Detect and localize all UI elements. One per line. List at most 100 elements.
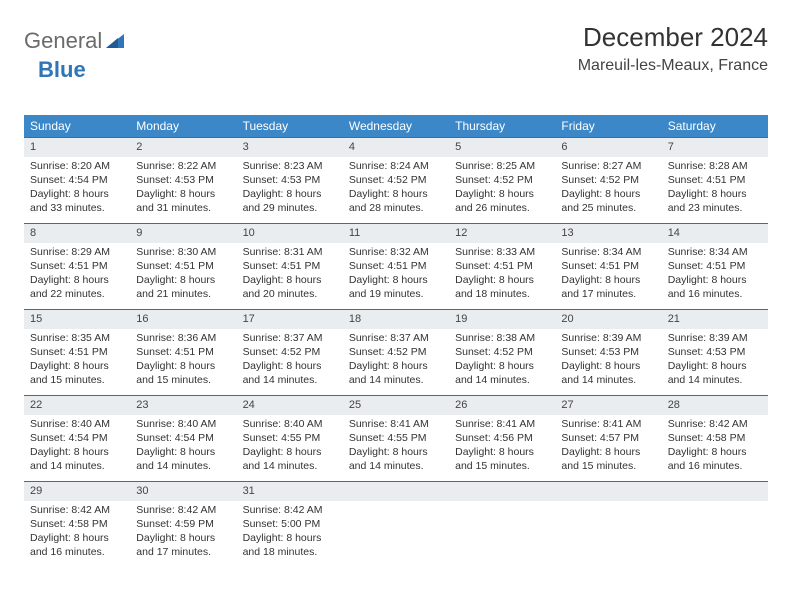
sunset-line: Sunset: 4:58 PM [668,431,762,445]
sunrise-line: Sunrise: 8:29 AM [30,245,124,259]
calendar-cell: 12Sunrise: 8:33 AMSunset: 4:51 PMDayligh… [449,223,555,309]
sunrise-line: Sunrise: 8:40 AM [243,417,337,431]
calendar-cell: 1Sunrise: 8:20 AMSunset: 4:54 PMDaylight… [24,137,130,223]
sunrise-line: Sunrise: 8:41 AM [455,417,549,431]
sunrise-line: Sunrise: 8:42 AM [136,503,230,517]
sunrise-line: Sunrise: 8:27 AM [561,159,655,173]
calendar-row: 15Sunrise: 8:35 AMSunset: 4:51 PMDayligh… [24,309,768,395]
daylight-line: Daylight: 8 hours and 23 minutes. [668,187,762,215]
calendar-cell: 26Sunrise: 8:41 AMSunset: 4:56 PMDayligh… [449,395,555,481]
day-number: 24 [237,395,343,415]
daylight-line: Daylight: 8 hours and 33 minutes. [30,187,124,215]
daylight-line: Daylight: 8 hours and 15 minutes. [136,359,230,387]
daylight-line: Daylight: 8 hours and 17 minutes. [136,531,230,559]
sunset-line: Sunset: 4:51 PM [561,259,655,273]
daylight-line: Daylight: 8 hours and 19 minutes. [349,273,443,301]
daylight-line: Daylight: 8 hours and 14 minutes. [30,445,124,473]
day-number: 30 [130,481,236,501]
daylight-line: Daylight: 8 hours and 15 minutes. [455,445,549,473]
day-number: 28 [662,395,768,415]
daylight-line: Daylight: 8 hours and 15 minutes. [30,359,124,387]
sunrise-line: Sunrise: 8:33 AM [455,245,549,259]
day-number: 14 [662,223,768,243]
sunrise-line: Sunrise: 8:39 AM [668,331,762,345]
calendar-cell: 24Sunrise: 8:40 AMSunset: 4:55 PMDayligh… [237,395,343,481]
weekday-header: Saturday [662,115,768,137]
day-number: 9 [130,223,236,243]
calendar-row: 29Sunrise: 8:42 AMSunset: 4:58 PMDayligh… [24,481,768,567]
sunrise-line: Sunrise: 8:32 AM [349,245,443,259]
calendar-cell: 5Sunrise: 8:25 AMSunset: 4:52 PMDaylight… [449,137,555,223]
day-number: . [555,481,661,501]
sunset-line: Sunset: 4:55 PM [243,431,337,445]
daylight-line: Daylight: 8 hours and 21 minutes. [136,273,230,301]
day-body: Sunrise: 8:28 AMSunset: 4:51 PMDaylight:… [662,157,768,220]
weekday-header: Thursday [449,115,555,137]
sunset-line: Sunset: 4:52 PM [455,173,549,187]
sunset-line: Sunset: 4:57 PM [561,431,655,445]
sunset-line: Sunset: 4:53 PM [243,173,337,187]
day-body: Sunrise: 8:40 AMSunset: 4:55 PMDaylight:… [237,415,343,478]
weekday-header: Wednesday [343,115,449,137]
day-body: Sunrise: 8:41 AMSunset: 4:57 PMDaylight:… [555,415,661,478]
calendar-cell: 21Sunrise: 8:39 AMSunset: 4:53 PMDayligh… [662,309,768,395]
day-body: Sunrise: 8:24 AMSunset: 4:52 PMDaylight:… [343,157,449,220]
sunset-line: Sunset: 4:51 PM [668,259,762,273]
sunrise-line: Sunrise: 8:30 AM [136,245,230,259]
day-body: Sunrise: 8:34 AMSunset: 4:51 PMDaylight:… [662,243,768,306]
calendar-cell: 6Sunrise: 8:27 AMSunset: 4:52 PMDaylight… [555,137,661,223]
day-body: Sunrise: 8:40 AMSunset: 4:54 PMDaylight:… [130,415,236,478]
day-number: . [449,481,555,501]
day-number: 22 [24,395,130,415]
sunset-line: Sunset: 4:51 PM [30,259,124,273]
daylight-line: Daylight: 8 hours and 28 minutes. [349,187,443,215]
day-number: 13 [555,223,661,243]
daylight-line: Daylight: 8 hours and 20 minutes. [243,273,337,301]
daylight-line: Daylight: 8 hours and 17 minutes. [561,273,655,301]
day-body: Sunrise: 8:42 AMSunset: 4:58 PMDaylight:… [662,415,768,478]
logo: General [24,22,126,54]
day-number: 29 [24,481,130,501]
day-body: Sunrise: 8:35 AMSunset: 4:51 PMDaylight:… [24,329,130,392]
day-body [449,501,555,507]
day-body: Sunrise: 8:40 AMSunset: 4:54 PMDaylight:… [24,415,130,478]
day-number: 3 [237,137,343,157]
calendar-cell: 30Sunrise: 8:42 AMSunset: 4:59 PMDayligh… [130,481,236,567]
day-body: Sunrise: 8:41 AMSunset: 4:55 PMDaylight:… [343,415,449,478]
daylight-line: Daylight: 8 hours and 16 minutes. [668,445,762,473]
sunset-line: Sunset: 4:52 PM [349,345,443,359]
calendar-cell: 11Sunrise: 8:32 AMSunset: 4:51 PMDayligh… [343,223,449,309]
sunrise-line: Sunrise: 8:42 AM [30,503,124,517]
weekday-header: Sunday [24,115,130,137]
calendar-cell: . [449,481,555,567]
calendar-cell: 31Sunrise: 8:42 AMSunset: 5:00 PMDayligh… [237,481,343,567]
day-number: 5 [449,137,555,157]
day-body [555,501,661,507]
day-number: 25 [343,395,449,415]
sunset-line: Sunset: 4:55 PM [349,431,443,445]
day-body: Sunrise: 8:37 AMSunset: 4:52 PMDaylight:… [343,329,449,392]
sunrise-line: Sunrise: 8:38 AM [455,331,549,345]
sunset-line: Sunset: 4:58 PM [30,517,124,531]
sunrise-line: Sunrise: 8:40 AM [30,417,124,431]
daylight-line: Daylight: 8 hours and 14 minutes. [136,445,230,473]
sunrise-line: Sunrise: 8:34 AM [561,245,655,259]
day-number: 18 [343,309,449,329]
calendar-cell: 10Sunrise: 8:31 AMSunset: 4:51 PMDayligh… [237,223,343,309]
sunrise-line: Sunrise: 8:22 AM [136,159,230,173]
sunrise-line: Sunrise: 8:20 AM [30,159,124,173]
calendar-cell: 19Sunrise: 8:38 AMSunset: 4:52 PMDayligh… [449,309,555,395]
calendar-cell: 15Sunrise: 8:35 AMSunset: 4:51 PMDayligh… [24,309,130,395]
sunset-line: Sunset: 4:51 PM [455,259,549,273]
calendar-cell: 7Sunrise: 8:28 AMSunset: 4:51 PMDaylight… [662,137,768,223]
sunrise-line: Sunrise: 8:36 AM [136,331,230,345]
calendar-cell: . [662,481,768,567]
month-title: December 2024 [578,22,768,53]
day-number: . [662,481,768,501]
calendar-cell: 14Sunrise: 8:34 AMSunset: 4:51 PMDayligh… [662,223,768,309]
day-body: Sunrise: 8:33 AMSunset: 4:51 PMDaylight:… [449,243,555,306]
day-number: 20 [555,309,661,329]
sunrise-line: Sunrise: 8:37 AM [243,331,337,345]
calendar-cell: 20Sunrise: 8:39 AMSunset: 4:53 PMDayligh… [555,309,661,395]
sunset-line: Sunset: 4:52 PM [561,173,655,187]
